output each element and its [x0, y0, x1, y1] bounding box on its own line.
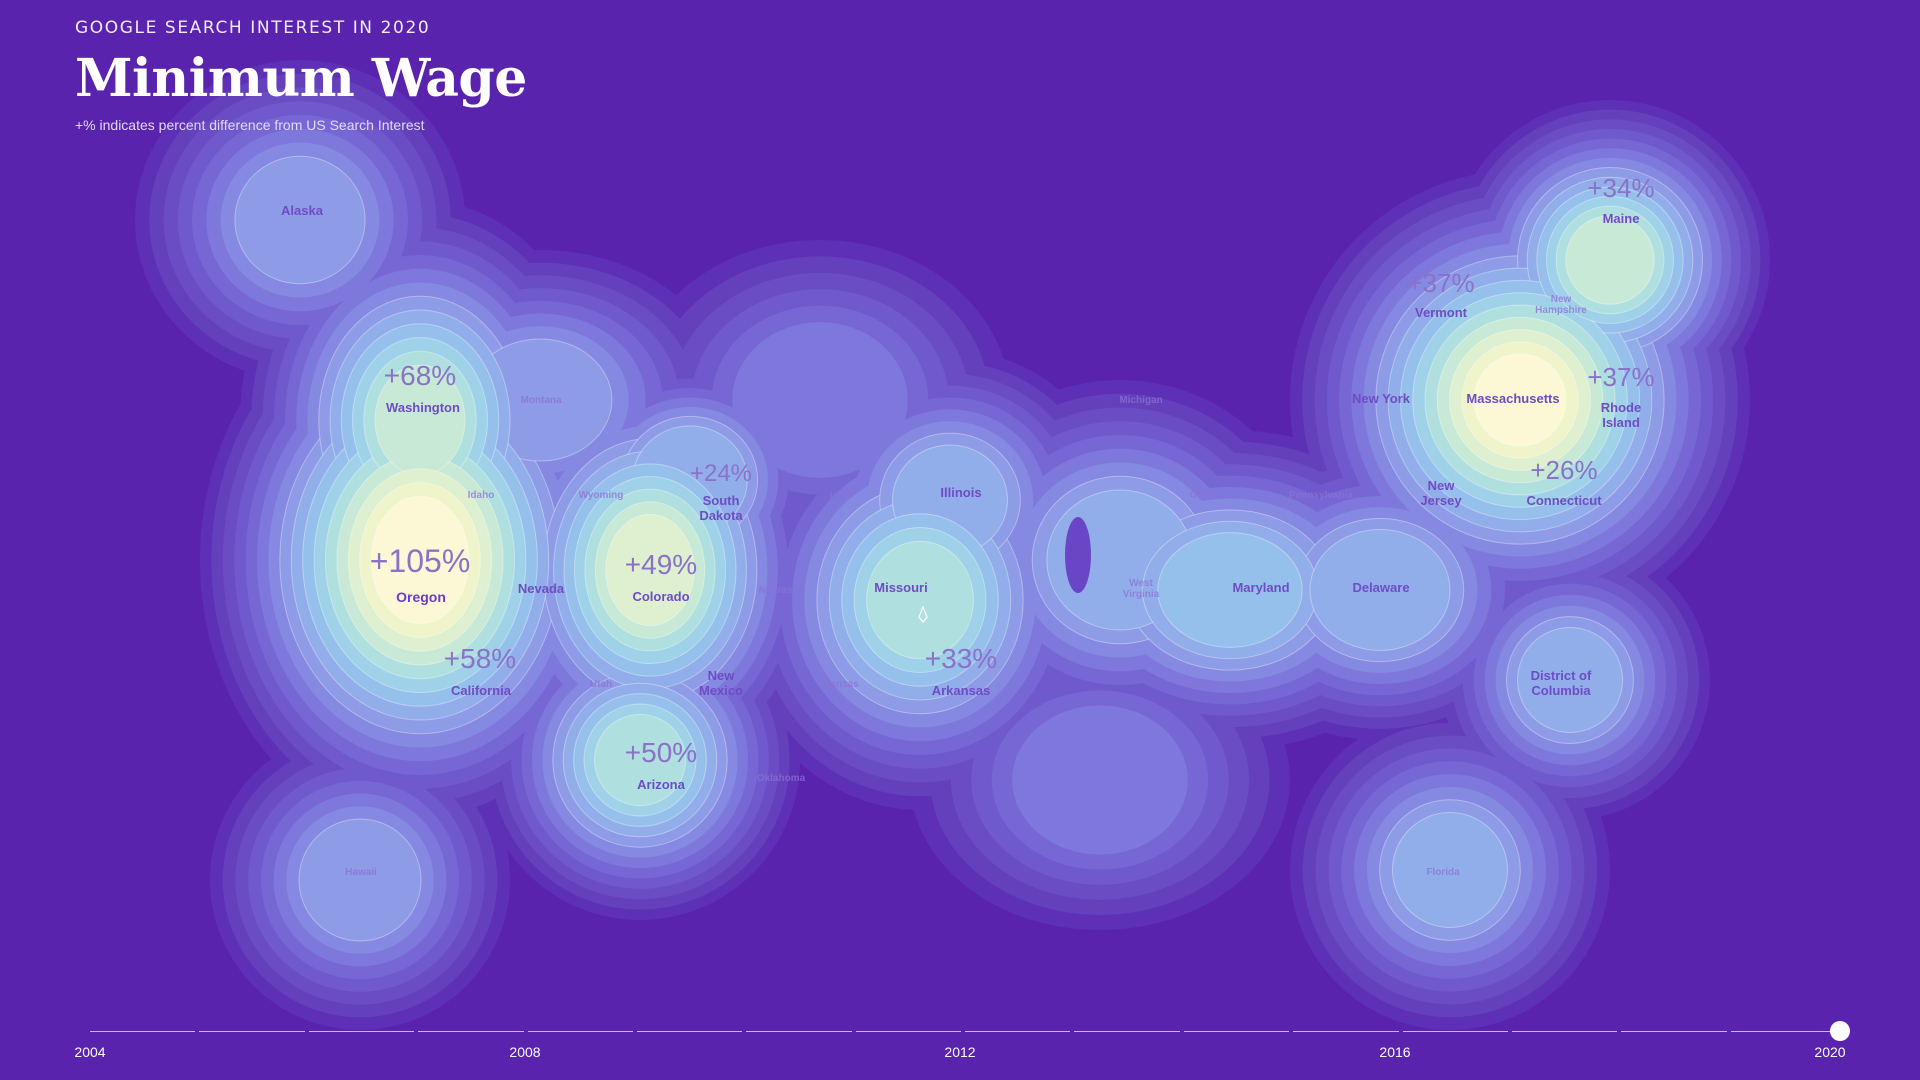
- pct-label-connecticut: +26%: [1530, 455, 1597, 485]
- state-label-arkansas: Arkansas: [932, 683, 991, 698]
- state-label-new-mexico: New Mexico: [699, 668, 743, 698]
- contour-blob: [1392, 812, 1508, 928]
- timeline-segment[interactable]: [636, 1031, 743, 1032]
- pct-label-maine: +34%: [1587, 173, 1654, 203]
- pct-label-california: +58%: [444, 643, 516, 674]
- timeline-segment[interactable]: [1293, 1031, 1399, 1032]
- contour-blob: [866, 540, 974, 660]
- timeline[interactable]: 2004 2008 2012 2016 2020: [74, 1021, 1850, 1068]
- state-label-maryland: Maryland: [1232, 580, 1289, 595]
- pct-label-washington: +68%: [384, 360, 456, 391]
- state-label-utah: Utah: [590, 679, 612, 690]
- contour-blob: [1565, 215, 1655, 305]
- pct-label-arkansas: +33%: [925, 643, 997, 674]
- contour-blob: [298, 818, 422, 942]
- state-label-kansas: Kansas: [823, 679, 859, 690]
- timeline-handle[interactable]: [1830, 1021, 1850, 1041]
- state-label-arizona: Arizona: [637, 777, 685, 792]
- timeline-segment[interactable]: [1402, 1031, 1508, 1032]
- timeline-year-2020[interactable]: 2020: [1814, 1044, 1846, 1060]
- timeline-segment[interactable]: [965, 1031, 1071, 1032]
- contour-blob: [1517, 627, 1623, 733]
- pct-label-colorado: +49%: [625, 549, 697, 580]
- state-label-new-york: New York: [1352, 391, 1411, 406]
- pct-label-rhode-island: +37%: [1587, 362, 1654, 392]
- state-label-wyoming: Wyoming: [579, 490, 624, 501]
- timeline-segment[interactable]: [1074, 1031, 1180, 1032]
- contour-gap: [1065, 517, 1091, 593]
- state-label-oregon: Oregon: [396, 589, 446, 605]
- state-label-district-of-columbia: District of Columbia: [1531, 668, 1592, 698]
- page-title: Minimum Wage: [75, 48, 527, 109]
- state-label-illinois: Illinois: [940, 485, 981, 500]
- timeline-segment[interactable]: [199, 1031, 305, 1032]
- state-label-hawaii: Hawaii: [345, 867, 377, 878]
- pct-label-vermont: +37%: [1407, 268, 1474, 298]
- timeline-year-2004[interactable]: 2004: [74, 1044, 106, 1060]
- timeline-segment[interactable]: [1621, 1031, 1727, 1032]
- header: GOOGLE SEARCH INTEREST IN 2020 Minimum W…: [75, 18, 527, 133]
- state-label-new-jersey: New Jersey: [1420, 478, 1462, 508]
- contour-layers: [135, 60, 1770, 1030]
- state-label-montana: Montana: [520, 395, 562, 406]
- subtitle: +% indicates percent difference from US …: [75, 117, 425, 133]
- contour-blob: [234, 155, 366, 285]
- state-label-california: California: [451, 683, 512, 698]
- state-label-pennsylvania: Pennsylvania: [1289, 490, 1353, 501]
- timeline-segment[interactable]: [90, 1031, 196, 1032]
- contour-blob: [1012, 705, 1188, 855]
- contour-blob: [732, 322, 908, 478]
- state-label-alaska: Alaska: [281, 203, 324, 218]
- state-label-colorado: Colorado: [632, 589, 689, 604]
- state-label-ohio: Ohio: [1190, 490, 1213, 501]
- kicker: GOOGLE SEARCH INTEREST IN 2020: [75, 18, 431, 38]
- timeline-year-2012[interactable]: 2012: [944, 1044, 976, 1060]
- timeline-segment[interactable]: [1511, 1031, 1618, 1032]
- contour-blob: [370, 495, 470, 625]
- state-label-virginia: Virginia: [1183, 679, 1220, 690]
- state-label-connecticut: Connecticut: [1526, 493, 1602, 508]
- state-label-massachusetts: Massachusetts: [1466, 391, 1559, 406]
- contour-level-15: [370, 353, 1567, 625]
- state-label-delaware: Delaware: [1352, 580, 1409, 595]
- state-labels: Alaska Washington +68% Montana Idaho Oregon +1…: [281, 173, 1655, 878]
- contour-blob: [593, 713, 687, 807]
- timeline-segment[interactable]: [746, 1031, 852, 1032]
- timeline-year-2008[interactable]: 2008: [509, 1044, 541, 1060]
- contour-blob: [605, 513, 695, 627]
- state-label-rhode-island: Rhode Island: [1601, 400, 1641, 430]
- state-label-nevada: Nevada: [518, 581, 565, 596]
- timeline-segment[interactable]: [855, 1031, 961, 1032]
- contour-blob: [1473, 353, 1567, 447]
- state-label-west-virginia: West Virginia: [1123, 578, 1160, 600]
- timeline-segment[interactable]: [308, 1031, 415, 1032]
- state-label-iowa: Iowa: [830, 490, 853, 501]
- state-label-nebraska: Nebraska: [758, 585, 803, 596]
- timeline-segment[interactable]: [418, 1031, 524, 1032]
- state-label-maine: Maine: [1603, 211, 1640, 226]
- pct-label-oregon: +105%: [370, 543, 471, 579]
- timeline-segment[interactable]: [1183, 1031, 1290, 1032]
- state-label-idaho: Idaho: [468, 490, 495, 501]
- state-label-missouri: Missouri: [874, 580, 927, 595]
- state-label-vermont: Vermont: [1415, 305, 1468, 320]
- state-label-oklahoma: Oklahoma: [757, 773, 806, 784]
- state-label-new-hampshire: New Hampshire: [1535, 294, 1587, 316]
- pct-label-south-dakota: +24%: [690, 460, 752, 487]
- contour-blob: [1309, 529, 1451, 651]
- pct-label-arizona: +50%: [625, 737, 697, 768]
- state-label-michigan: Michigan: [1119, 395, 1162, 406]
- state-label-florida: Florida: [1426, 867, 1460, 878]
- state-label-south-dakota: South Dakota: [699, 493, 743, 523]
- timeline-segment[interactable]: [1730, 1031, 1836, 1032]
- timeline-segment[interactable]: [527, 1031, 633, 1032]
- timeline-year-2016[interactable]: 2016: [1379, 1044, 1411, 1060]
- map-marker: [918, 605, 928, 623]
- state-label-washington: Washington: [386, 400, 460, 415]
- contour-blob: [1157, 532, 1303, 648]
